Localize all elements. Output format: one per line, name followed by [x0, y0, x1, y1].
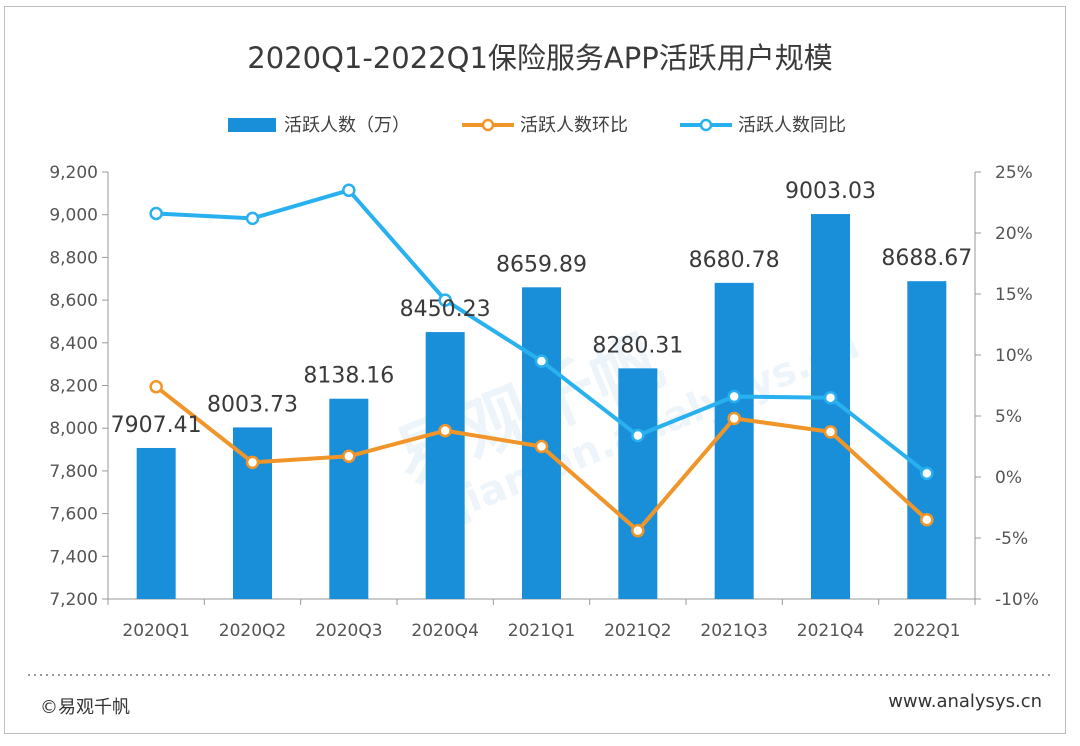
line-series — [149, 183, 934, 538]
point-mom — [438, 423, 452, 438]
point-yoy — [534, 354, 549, 368]
bar-data-label: 8280.31 — [592, 333, 683, 358]
point-yoy — [149, 206, 163, 221]
right-tick-label: 0% — [995, 468, 1022, 488]
left-tick-label: 9,200 — [49, 163, 98, 183]
x-tick-label: 2020Q3 — [315, 621, 382, 641]
bar-data-label: 9003.03 — [785, 179, 876, 204]
legend: 活跃人数（万） 活跃人数环比 活跃人数同比 — [228, 115, 846, 136]
x-tick-label: 2021Q1 — [508, 621, 575, 641]
x-tick-label: 2021Q4 — [797, 621, 864, 641]
left-tick-label: 8,800 — [49, 248, 98, 268]
right-tick-label: 20% — [995, 224, 1033, 244]
legend-marker-mom — [481, 118, 495, 132]
left-tick-label: 7,200 — [49, 590, 98, 610]
legend-label-bar: 活跃人数（万） — [284, 115, 410, 136]
bar-data-label: 8450.23 — [400, 297, 491, 322]
right-tick-label: 5% — [995, 407, 1022, 427]
bar-data-label: 8659.89 — [496, 252, 587, 277]
point-yoy — [245, 211, 260, 226]
bar — [714, 282, 754, 599]
left-tick-label: 7,600 — [49, 505, 98, 525]
bar-data-label: 8138.16 — [303, 364, 394, 389]
left-tick-label: 8,400 — [49, 334, 98, 354]
bar-data-label: 7907.41 — [111, 413, 202, 438]
x-axis-labels: 2020Q1 2020Q2 2020Q3 2020Q4 2021Q1 2021Q2 2021… — [107, 599, 976, 641]
left-tick-label: 7,400 — [49, 547, 98, 567]
footer-website: www.analysys.cn — [888, 691, 1042, 712]
point-mom — [631, 523, 645, 538]
left-tick-label: 8,000 — [49, 419, 98, 439]
point-mom — [727, 411, 741, 426]
bar — [907, 281, 947, 599]
point-mom — [823, 425, 838, 439]
bar-data-label: 8680.78 — [689, 248, 780, 273]
bar — [425, 332, 465, 599]
footer-copyright: ©易观千帆 — [40, 697, 130, 718]
x-tick-label: 2021Q3 — [700, 621, 767, 641]
point-yoy — [823, 390, 838, 405]
x-tick-label: 2020Q4 — [411, 621, 478, 641]
bar — [618, 368, 658, 599]
x-tick-label: 2020Q2 — [219, 621, 286, 641]
point-yoy — [631, 428, 645, 443]
right-tick-label: -10% — [995, 590, 1039, 610]
bar-data-label: 8688.67 — [881, 246, 972, 271]
left-tick-label: 8,200 — [49, 377, 98, 397]
point-yoy — [342, 183, 356, 198]
point-mom — [245, 455, 260, 470]
x-tick-label: 2020Q1 — [122, 621, 189, 641]
left-tick-label: 9,000 — [49, 206, 98, 226]
left-axis-ticks: 7,200 7,400 7,600 7,800 8,000 8,200 8,400 8,600… — [49, 163, 108, 610]
chart-title: 2020Q1-2022Q1保险服务APP活跃用户规模 — [247, 41, 832, 75]
point-yoy — [727, 389, 741, 404]
point-mom — [149, 379, 163, 394]
bar — [136, 447, 176, 599]
point-mom — [534, 439, 549, 454]
right-tick-label: 15% — [995, 285, 1033, 305]
right-axis-ticks: -10% -5% 0% 5% 10% 15% 20% 25% — [975, 163, 1039, 610]
point-mom — [920, 512, 934, 527]
legend-swatch-bar — [228, 118, 276, 132]
bar-data-label: 8003.73 — [207, 392, 298, 417]
right-tick-label: 25% — [995, 163, 1033, 183]
right-tick-label: -5% — [995, 529, 1028, 549]
left-tick-label: 7,800 — [49, 462, 98, 482]
bar — [329, 398, 369, 599]
right-tick-label: 10% — [995, 346, 1033, 366]
legend-marker-yoy — [699, 118, 713, 132]
point-yoy — [438, 293, 452, 307]
legend-label-mom: 活跃人数环比 — [520, 115, 628, 136]
x-tick-label: 2021Q2 — [604, 621, 671, 641]
left-tick-label: 8,600 — [49, 291, 98, 311]
point-yoy — [920, 466, 934, 481]
point-mom — [342, 449, 356, 464]
legend-label-yoy: 活跃人数同比 — [738, 115, 846, 136]
x-tick-label: 2022Q1 — [893, 621, 960, 641]
